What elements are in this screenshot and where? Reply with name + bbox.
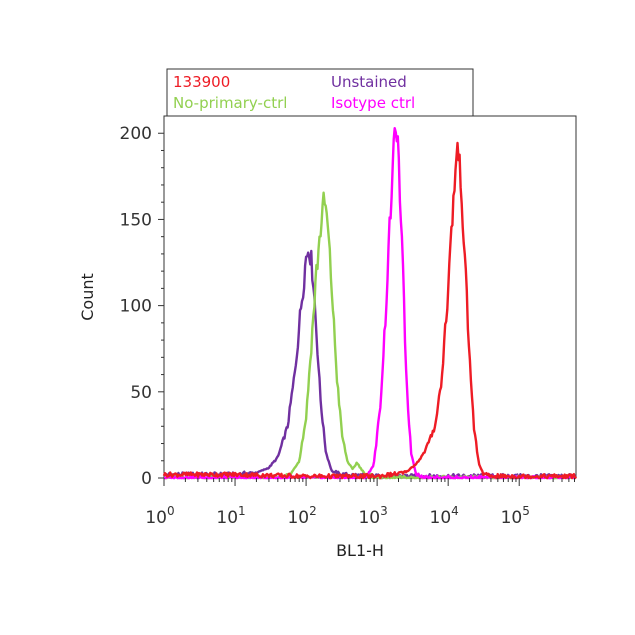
y-tick-label: 200 xyxy=(120,124,152,144)
x-tick-label: 105 xyxy=(501,504,530,528)
x-tick-label: 104 xyxy=(430,504,459,528)
plot-frame xyxy=(163,115,577,479)
y-tick-label: 150 xyxy=(120,210,152,230)
y-axis-title: Count xyxy=(78,273,97,321)
x-tick-label: 102 xyxy=(287,504,316,528)
axes: 0 50 100 150 200 100 101 102 103 104 105 xyxy=(120,124,575,528)
x-axis-title: BL1-H xyxy=(336,541,384,560)
y-tick-label: 50 xyxy=(130,383,152,403)
legend-box xyxy=(166,68,474,117)
y-tick-label: 100 xyxy=(120,297,152,317)
series-line-isotype-ctrl xyxy=(163,126,577,480)
legend: 133900 Unstained No-primary-ctrl Isotype ct… xyxy=(166,68,474,117)
series-line-unstained xyxy=(162,249,577,480)
x-tick-label: 100 xyxy=(145,504,174,528)
series-line-no-primary-ctrl xyxy=(163,191,578,480)
legend-item-label: No-primary-ctrl xyxy=(173,94,287,112)
y-tick-label: 0 xyxy=(141,469,152,489)
x-tick-label: 101 xyxy=(216,504,245,528)
x-tick-label: 103 xyxy=(358,504,387,528)
legend-item-label: Isotype ctrl xyxy=(331,94,415,112)
legend-item-label: 133900 xyxy=(173,73,230,91)
series-group xyxy=(162,126,578,480)
series-line-133900 xyxy=(162,141,577,480)
legend-item-label: Unstained xyxy=(331,73,407,91)
